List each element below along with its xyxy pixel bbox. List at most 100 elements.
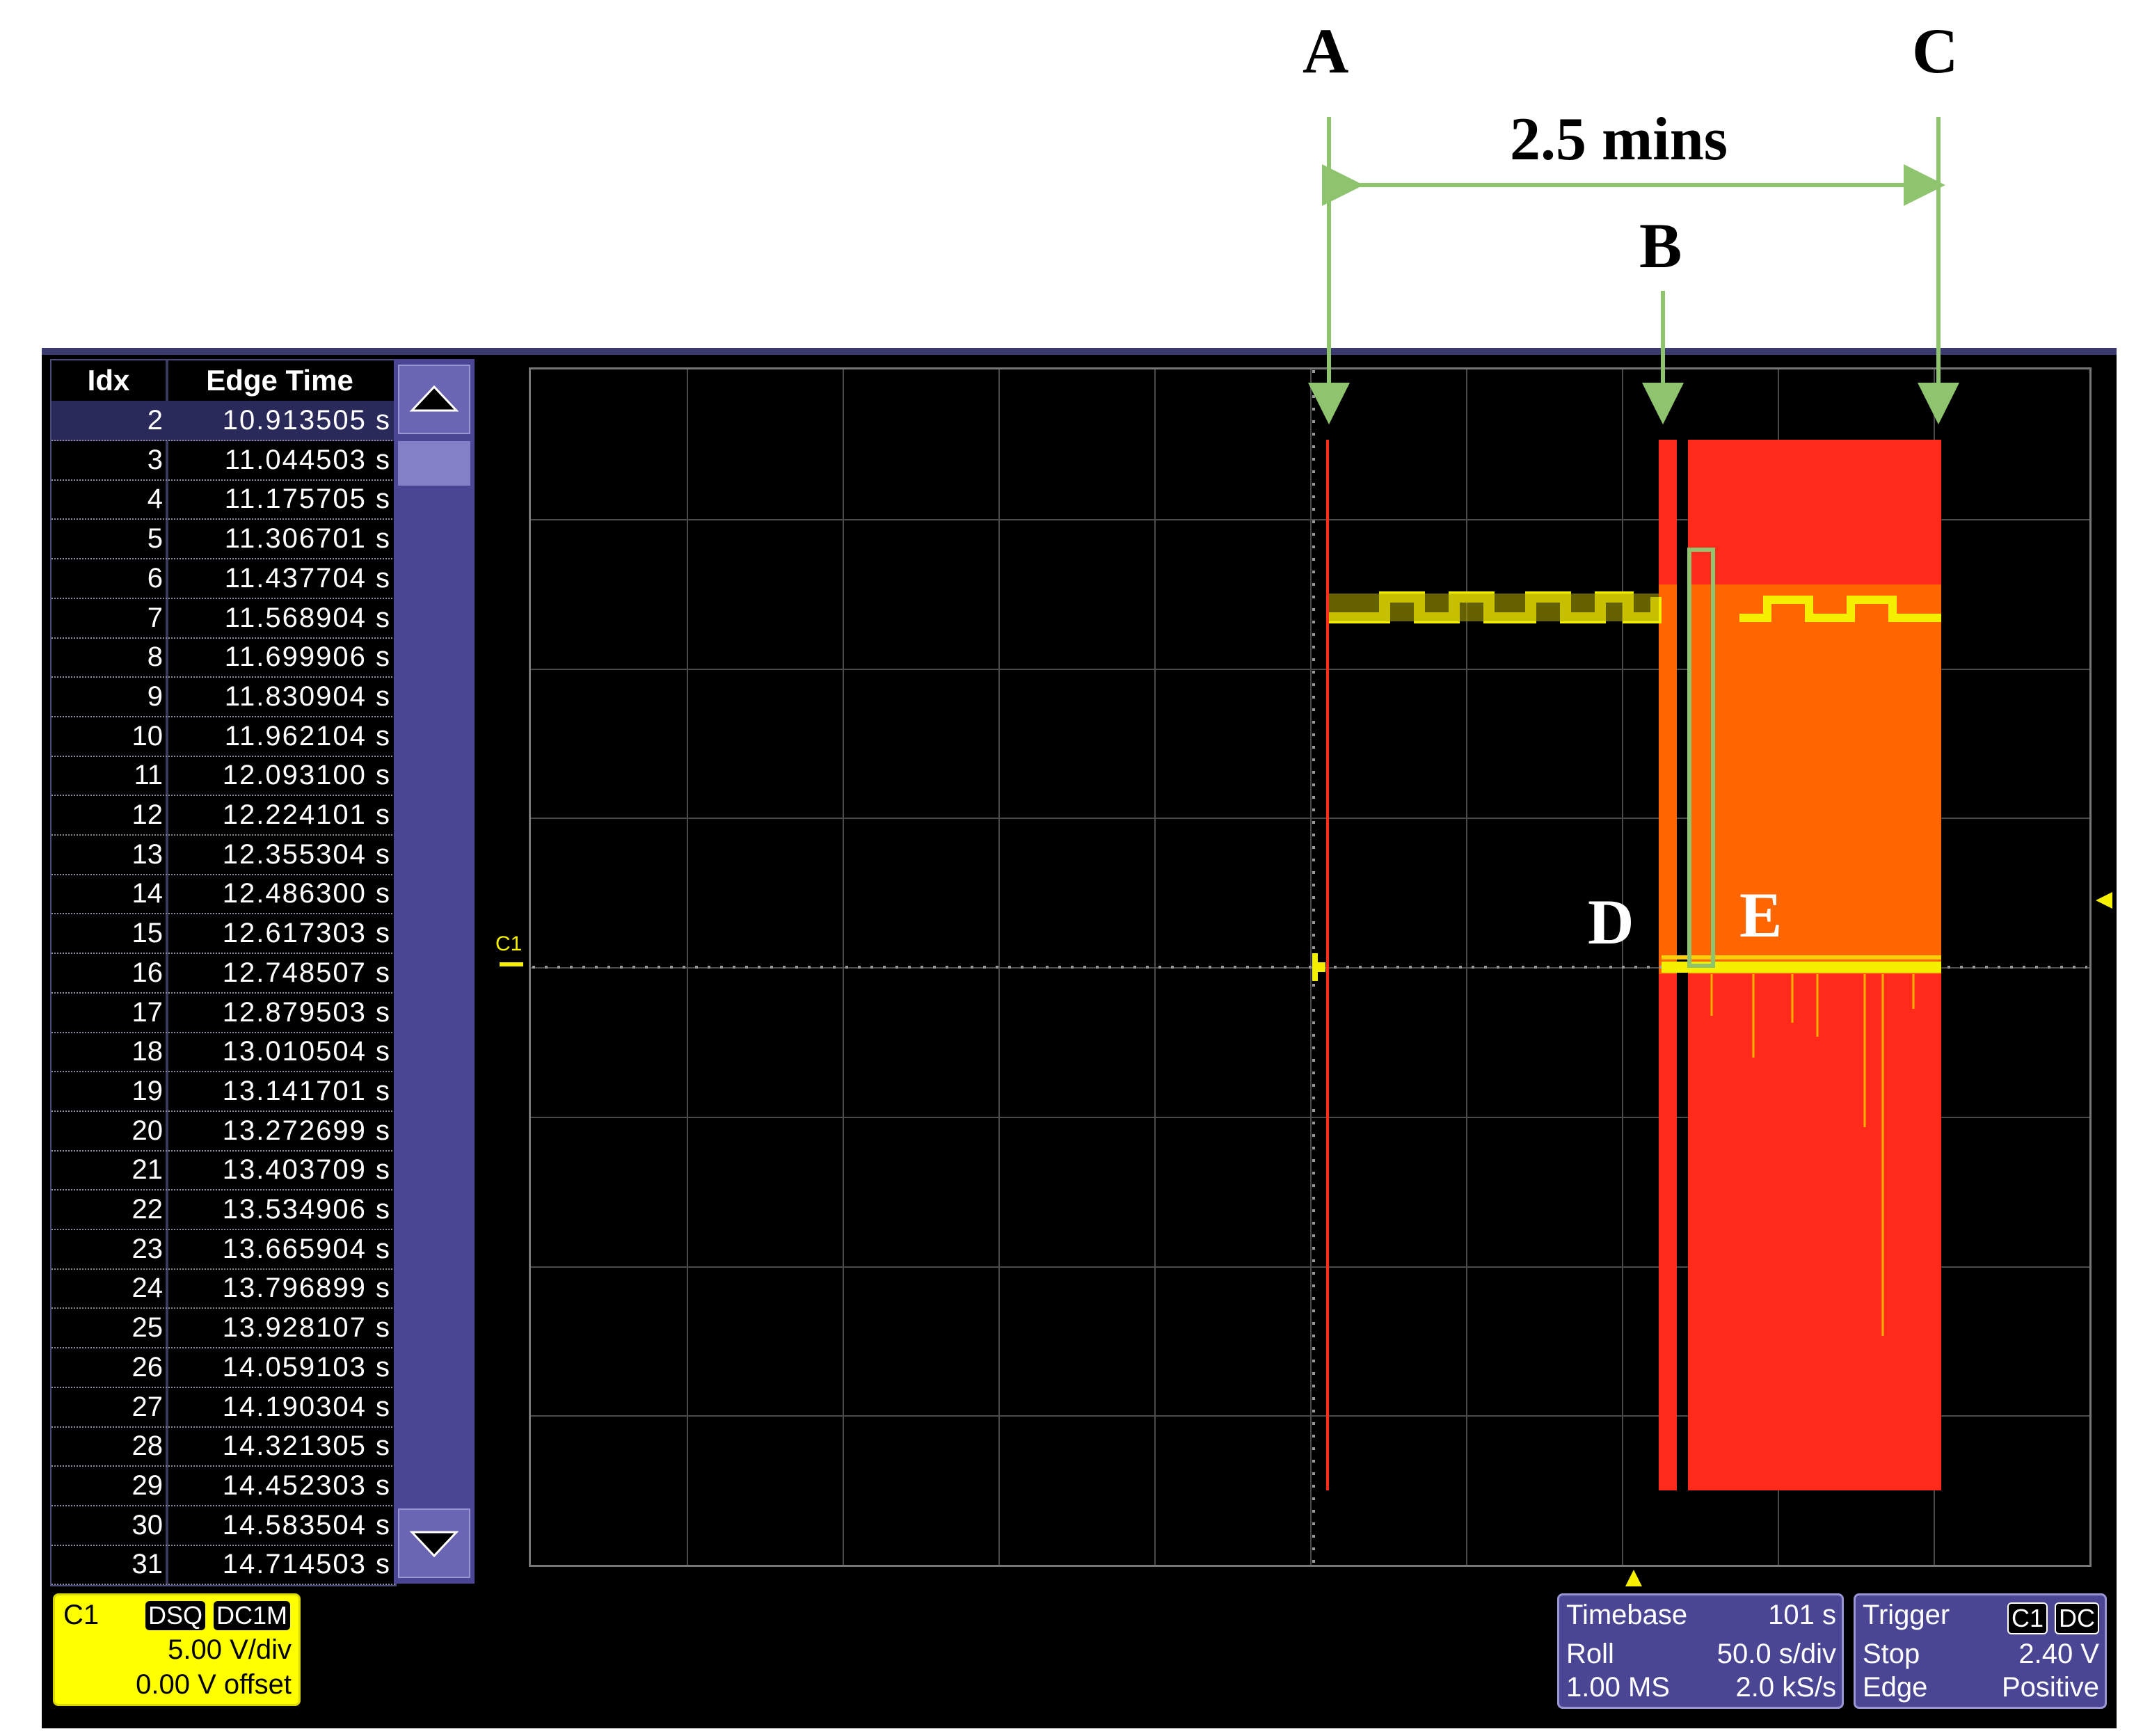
arrow-down-icon (409, 1531, 459, 1558)
table-row[interactable]: 31 14.714503 s (51, 1545, 395, 1586)
row-idx: 6 (147, 562, 163, 594)
table-row[interactable]: 27 14.190304 s (51, 1387, 395, 1428)
table-row[interactable]: 3 11.044503 s (51, 440, 395, 481)
row-edge-time: 14.059103 s (222, 1351, 391, 1383)
row-idx: 17 (132, 996, 164, 1028)
table-row[interactable]: 11 12.093100 s (51, 756, 395, 797)
row-edge-time: 13.534906 s (222, 1194, 391, 1225)
table-row[interactable]: 26 14.059103 s (51, 1348, 395, 1388)
row-idx: 13 (132, 838, 164, 870)
grid-hline (531, 1116, 2089, 1118)
trace-high-c (1739, 596, 1941, 622)
c1-trace-label: C1 (495, 932, 523, 955)
row-edge-time: 12.617303 s (222, 918, 391, 949)
span-label: 2.5 mins (1510, 106, 1728, 173)
timebase-mode: Roll (1566, 1639, 1614, 1669)
table-row[interactable]: 19 13.141701 s (51, 1072, 395, 1112)
table-row[interactable]: 5 11.306701 s (51, 519, 395, 560)
row-idx: 31 (132, 1549, 164, 1580)
table-row[interactable]: 15 12.617303 s (51, 914, 395, 955)
marker-e-box (1687, 548, 1715, 968)
row-edge-time: 11.044503 s (224, 444, 391, 475)
table-row[interactable]: 4 11.175705 s (51, 479, 395, 520)
edge-time-table[interactable]: Idx Edge Time 2 10.913505 s 3 11.044503 s 4 1… (50, 359, 397, 1586)
row-idx: 26 (132, 1351, 164, 1383)
fault-overlap-b (1659, 584, 1677, 974)
table-row[interactable]: 16 12.748507 s (51, 953, 395, 994)
row-edge-time: 13.010504 s (222, 1036, 391, 1067)
row-edge-time: 13.665904 s (222, 1233, 391, 1264)
grid-hline (531, 518, 2089, 520)
row-edge-time: 10.913505 s (222, 405, 391, 436)
channel-descriptor[interactable]: C1 DSQ DC1M 5.00 V/div 0.00 V offset (53, 1593, 301, 1706)
row-idx: 11 (134, 760, 163, 791)
table-row[interactable]: 22 13.534906 s (51, 1190, 395, 1230)
trigger-level-marker (2096, 892, 2112, 909)
row-edge-time: 11.175705 s (224, 484, 391, 515)
trigger-badge-dc: DC (2055, 1602, 2099, 1634)
table-row[interactable]: 25 13.928107 s (51, 1308, 395, 1349)
table-row[interactable]: 9 11.830904 s (51, 677, 395, 717)
table-row[interactable]: 6 11.437704 s (51, 559, 395, 599)
row-edge-time: 13.272699 s (222, 1115, 391, 1146)
scroll-thumb[interactable] (398, 441, 470, 486)
row-idx: 29 (132, 1470, 164, 1501)
row-idx: 24 (132, 1273, 164, 1304)
table-row[interactable]: 21 13.403709 s (51, 1150, 395, 1191)
row-edge-time: 11.830904 s (224, 680, 391, 712)
timebase-descriptor[interactable]: Timebase 101 s Roll 50.0 s/div 1.00 MS 2… (1557, 1593, 1844, 1709)
table-row[interactable]: 14 12.486300 s (51, 874, 395, 915)
row-idx: 7 (147, 602, 163, 633)
row-edge-time: 11.437704 s (224, 562, 391, 594)
label-b: B (1639, 210, 1682, 281)
row-idx: 10 (132, 720, 164, 751)
trigger-time-marker (1625, 1570, 1642, 1586)
timebase-samples: 1.00 MS (1566, 1672, 1670, 1703)
grid-hline (531, 668, 2089, 670)
row-idx: 21 (132, 1154, 164, 1186)
table-row[interactable]: 13 12.355304 s (51, 835, 395, 875)
row-idx: 12 (132, 799, 164, 830)
row-idx: 14 (132, 878, 164, 909)
header-idx[interactable]: Idx (87, 364, 130, 397)
table-row[interactable]: 10 11.962104 s (51, 717, 395, 757)
row-idx: 4 (147, 484, 163, 515)
table-scrollbar[interactable] (394, 359, 475, 1584)
label-d: D (1588, 886, 1634, 957)
row-idx: 8 (147, 642, 163, 673)
table-row[interactable]: 29 14.452303 s (51, 1466, 395, 1506)
trigger-descriptor[interactable]: Trigger C1 DC Stop 2.40 V Edge Positive (1854, 1593, 2107, 1709)
trigger-badge-c1: C1 (2007, 1602, 2048, 1634)
table-row[interactable]: 8 11.699906 s (51, 637, 395, 678)
row-idx: 18 (132, 1036, 164, 1067)
table-row[interactable]: 23 13.665904 s (51, 1229, 395, 1270)
table-row[interactable]: 17 12.879503 s (51, 993, 395, 1033)
table-row[interactable]: 20 13.272699 s (51, 1111, 395, 1152)
table-row[interactable]: 18 13.010504 s (51, 1032, 395, 1073)
row-edge-time: 14.452303 s (222, 1470, 391, 1501)
trigger-type: Edge (1863, 1672, 1928, 1703)
trigger-slope: Positive (2001, 1672, 2099, 1703)
row-idx: 19 (132, 1075, 164, 1106)
table-row[interactable]: 30 14.583504 s (51, 1506, 395, 1546)
row-edge-time: 14.583504 s (222, 1509, 391, 1540)
header-edge-time[interactable]: Edge Time (206, 364, 353, 397)
trigger-title: Trigger (1863, 1600, 1950, 1630)
row-edge-time: 11.699906 s (224, 642, 391, 673)
scroll-up-button[interactable] (398, 365, 470, 434)
table-row[interactable]: 7 11.568904 s (51, 598, 395, 639)
grid-hline (531, 1415, 2089, 1417)
table-row[interactable]: 24 13.796899 s (51, 1268, 395, 1309)
channel-name: C1 (63, 1600, 99, 1630)
timebase-value: 101 s (1768, 1600, 1836, 1630)
timebase-per-div: 50.0 s/div (1716, 1639, 1836, 1669)
row-edge-time: 12.748507 s (222, 957, 391, 988)
channel-badge-dsq: DSQ (145, 1601, 206, 1630)
table-row[interactable]: 12 12.224101 s (51, 795, 395, 836)
row-idx: 25 (132, 1312, 164, 1344)
row-edge-time: 12.355304 s (222, 838, 391, 870)
scroll-down-button[interactable] (398, 1508, 470, 1578)
table-row[interactable]: 28 14.321305 s (51, 1426, 395, 1467)
row-edge-time: 11.306701 s (224, 523, 391, 555)
table-row[interactable]: 2 10.913505 s (51, 401, 395, 441)
